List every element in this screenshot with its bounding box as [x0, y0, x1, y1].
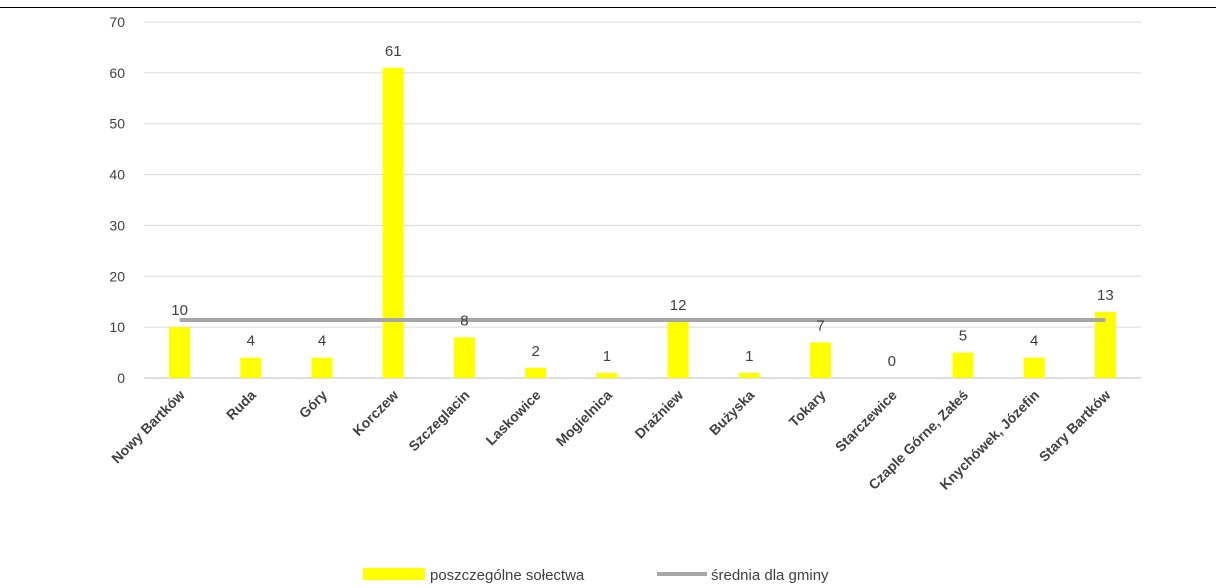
- data-label: 10: [171, 302, 188, 319]
- x-tick-label: Tokary: [786, 387, 829, 430]
- y-tick-label: 70: [109, 14, 125, 30]
- y-tick-label: 0: [117, 370, 125, 386]
- bar: [1023, 357, 1045, 378]
- bar: [596, 372, 618, 378]
- x-tick-label: Drażniew: [631, 387, 686, 442]
- bar: [453, 337, 475, 378]
- data-label: 4: [1030, 333, 1038, 350]
- x-tick-label: Ruda: [223, 387, 259, 423]
- y-tick-label: 50: [109, 116, 125, 132]
- x-tick-label: Laskowice: [482, 387, 544, 449]
- top-rule: [0, 7, 1216, 8]
- bar: [667, 322, 689, 378]
- data-label: 1: [745, 348, 753, 365]
- x-tick-label: Korczew: [349, 387, 401, 439]
- data-label: 4: [318, 333, 326, 350]
- bar: [169, 327, 191, 378]
- data-label: 0: [888, 353, 896, 370]
- bar: [311, 357, 333, 378]
- y-tick-label: 60: [109, 65, 125, 81]
- data-label: 61: [385, 43, 402, 60]
- bar: [240, 357, 262, 378]
- data-label: 13: [1097, 287, 1114, 304]
- data-label: 4: [247, 333, 255, 350]
- data-label: 7: [816, 317, 824, 334]
- bar: [525, 367, 547, 378]
- bar: [1094, 311, 1116, 378]
- bar: [382, 67, 404, 379]
- y-tick-label: 40: [109, 167, 125, 183]
- bar: [952, 352, 974, 378]
- data-label: 5: [959, 328, 967, 345]
- x-tick-label: Góry: [296, 387, 331, 422]
- data-label: 2: [532, 343, 540, 360]
- bar: [738, 372, 760, 378]
- x-tick-label: Mogielnica: [553, 387, 616, 450]
- x-tick-label: Bużyska: [706, 387, 758, 439]
- y-tick-label: 10: [109, 319, 125, 335]
- data-label: 1: [603, 348, 611, 365]
- x-tick-label: Szczeglacin: [405, 387, 472, 454]
- y-tick-label: 30: [109, 217, 125, 233]
- legend-swatch-bars: [363, 568, 425, 580]
- data-label: 8: [460, 312, 468, 329]
- x-tick-label: Starczewice: [832, 387, 900, 455]
- legend-label-bars: poszczególne sołectwa: [430, 567, 585, 584]
- legend-label-line: średnia dla gminy: [711, 567, 829, 584]
- bar: [810, 342, 832, 378]
- data-label: 12: [670, 297, 687, 314]
- y-tick-label: 20: [109, 268, 125, 284]
- x-tick-label: Stary Bartków: [1036, 387, 1114, 465]
- x-tick-label: Nowy Bartków: [108, 387, 188, 467]
